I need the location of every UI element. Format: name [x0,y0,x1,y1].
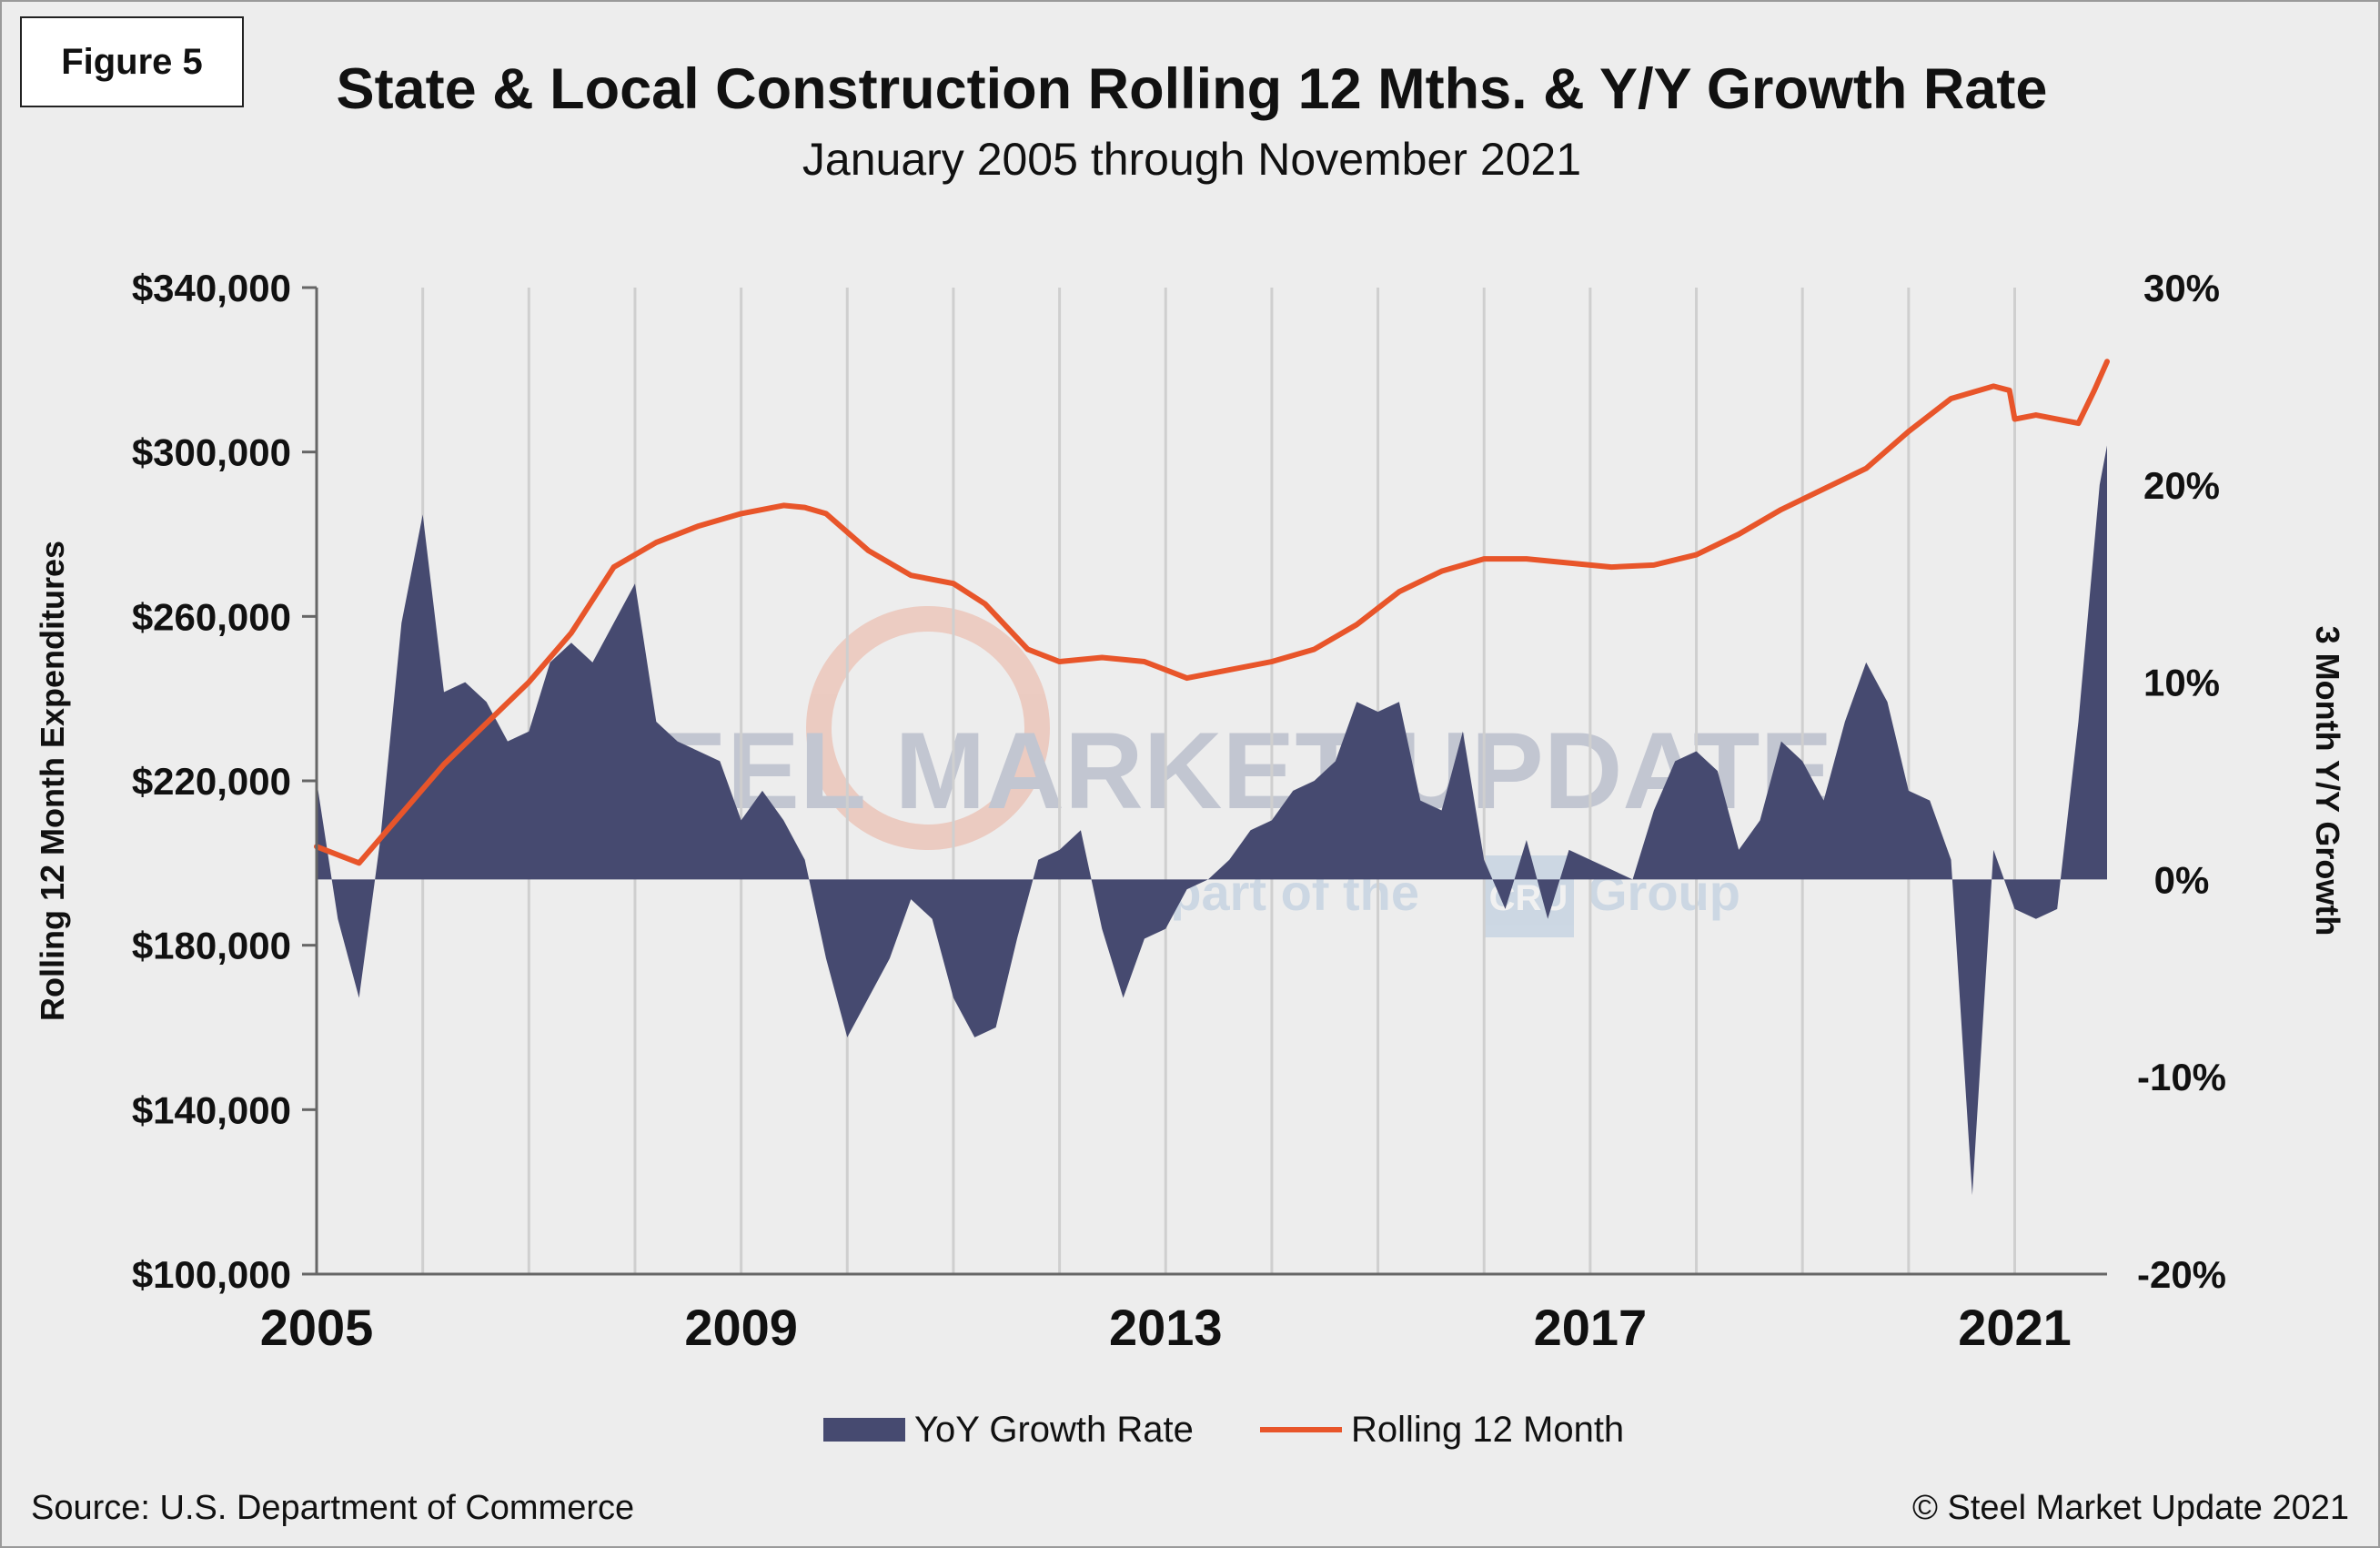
left-axis-tick-label: $220,000 [132,760,291,803]
left-axis-tick-label: $100,000 [132,1253,291,1296]
copyright-note: © Steel Market Update 2021 [1911,1489,2349,1527]
legend-label-yoy-growth-rate: YoY Growth Rate [914,1410,1194,1450]
left-axis-tick-label: $180,000 [132,925,291,967]
x-axis-tick-label: 2005 [260,1299,374,1356]
right-axis-tick-label: 10% [2143,662,2220,704]
right-axis-tick-label: -10% [2137,1056,2226,1098]
watermark-ring [806,606,1050,850]
left-axis-tick-label: $340,000 [132,267,291,309]
right-axis-tick-label: 30% [2143,267,2220,309]
left-axis-title: Rolling 12 Month Expenditures [34,541,71,1021]
chart-subtitle: January 2005 through November 2021 [802,134,1582,185]
series-line-rolling-12-month [314,359,2110,866]
right-axis-tick-label: -20% [2137,1253,2226,1296]
x-axis-tick-label: 2017 [1534,1299,1648,1356]
left-axis-tick-label: $140,000 [132,1088,291,1131]
right-axis-tick-label: 20% [2143,464,2220,507]
left-axis-tick-label: $300,000 [132,431,291,474]
source-note: Source: U.S. Department of Commerce [31,1489,635,1527]
x-axis-tick-label: 2013 [1109,1299,1223,1356]
right-axis-tick-label: 0% [2154,858,2210,901]
axis-layer: $100,000 $140,000 $180,000 $220,000 $260,000… [34,267,2346,1356]
legend-swatch-yoy-growth-rate [823,1418,905,1442]
x-axis-tick-label: 2021 [1958,1299,2072,1356]
figure-label: Figure 5 [20,16,244,107]
area-layer [317,445,2107,1196]
x-axis-tick-label: 2009 [684,1299,798,1356]
right-axis-title: 3 Month Y/Y Growth [2309,626,2346,936]
legend-label-rolling-12-month: Rolling 12 Month [1351,1410,1624,1450]
left-axis-tick-label: $260,000 [132,595,291,638]
chart-title: State & Local Construction Rolling 12 Mt… [336,57,2048,121]
series-area-yoy-growth-rate [317,445,2107,1196]
line-layer [314,359,2110,866]
legend: YoY Growth Rate Rolling 12 Month [823,1410,1624,1450]
